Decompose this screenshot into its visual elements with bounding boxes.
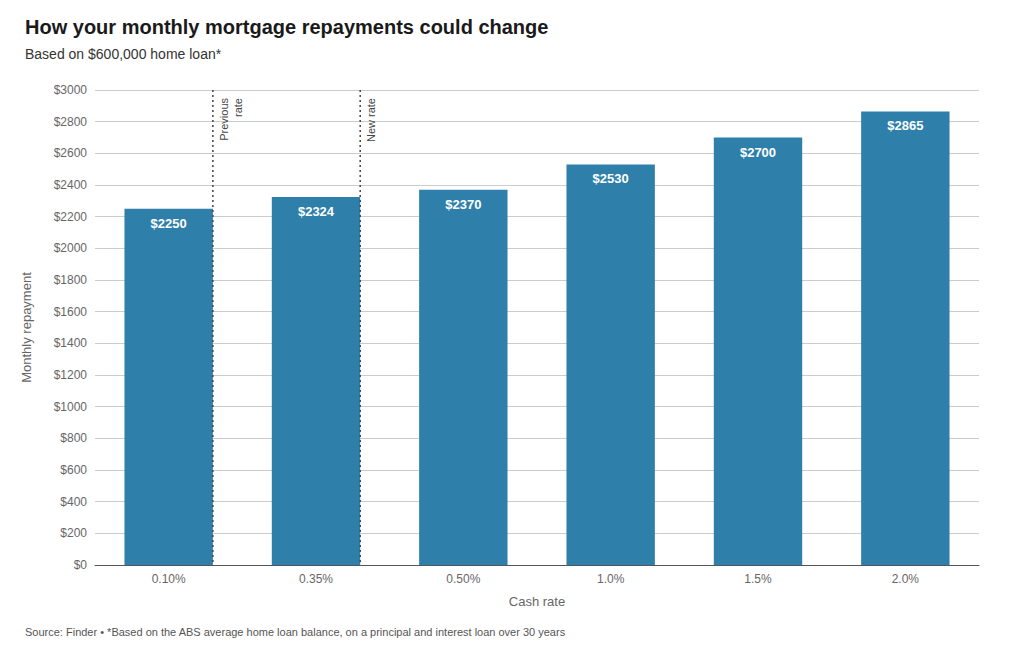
svg-text:$3000: $3000 — [54, 83, 88, 97]
svg-text:rate: rate — [232, 98, 244, 117]
svg-text:$1400: $1400 — [54, 336, 88, 350]
svg-text:$1600: $1600 — [54, 305, 88, 319]
svg-text:1.0%: 1.0% — [597, 572, 625, 586]
svg-text:0.50%: 0.50% — [446, 572, 480, 586]
svg-text:$800: $800 — [60, 431, 87, 445]
svg-text:$1800: $1800 — [54, 273, 88, 287]
svg-text:How your monthly mortgage repa: How your monthly mortgage repayments cou… — [25, 16, 548, 38]
svg-text:0.35%: 0.35% — [299, 572, 333, 586]
svg-text:$2000: $2000 — [54, 241, 88, 255]
svg-text:$2530: $2530 — [593, 171, 629, 186]
svg-text:$2200: $2200 — [54, 210, 88, 224]
svg-text:Based on $600,000 home loan*: Based on $600,000 home loan* — [25, 46, 222, 62]
svg-text:$2400: $2400 — [54, 178, 88, 192]
svg-text:New rate: New rate — [365, 98, 377, 142]
svg-text:Source: Finder • *Based on the: Source: Finder • *Based on the ABS avera… — [25, 626, 566, 638]
svg-text:$2250: $2250 — [151, 216, 187, 231]
svg-text:Previous: Previous — [218, 98, 230, 141]
svg-text:$1000: $1000 — [54, 400, 88, 414]
svg-text:Monthly repayment: Monthly repayment — [19, 272, 34, 383]
svg-text:$2800: $2800 — [54, 115, 88, 129]
svg-text:$2865: $2865 — [887, 118, 923, 133]
svg-text:$600: $600 — [60, 463, 87, 477]
svg-text:$2370: $2370 — [445, 197, 481, 212]
svg-text:0.10%: 0.10% — [152, 572, 186, 586]
svg-text:$2324: $2324 — [298, 204, 335, 219]
svg-text:$1200: $1200 — [54, 368, 88, 382]
svg-text:$200: $200 — [60, 526, 87, 540]
svg-text:$2600: $2600 — [54, 146, 88, 160]
svg-text:1.5%: 1.5% — [744, 572, 772, 586]
svg-text:$400: $400 — [60, 495, 87, 509]
svg-text:$2700: $2700 — [740, 145, 776, 160]
svg-text:2.0%: 2.0% — [892, 572, 920, 586]
svg-text:Cash rate: Cash rate — [509, 594, 565, 609]
svg-text:$0: $0 — [74, 558, 88, 572]
